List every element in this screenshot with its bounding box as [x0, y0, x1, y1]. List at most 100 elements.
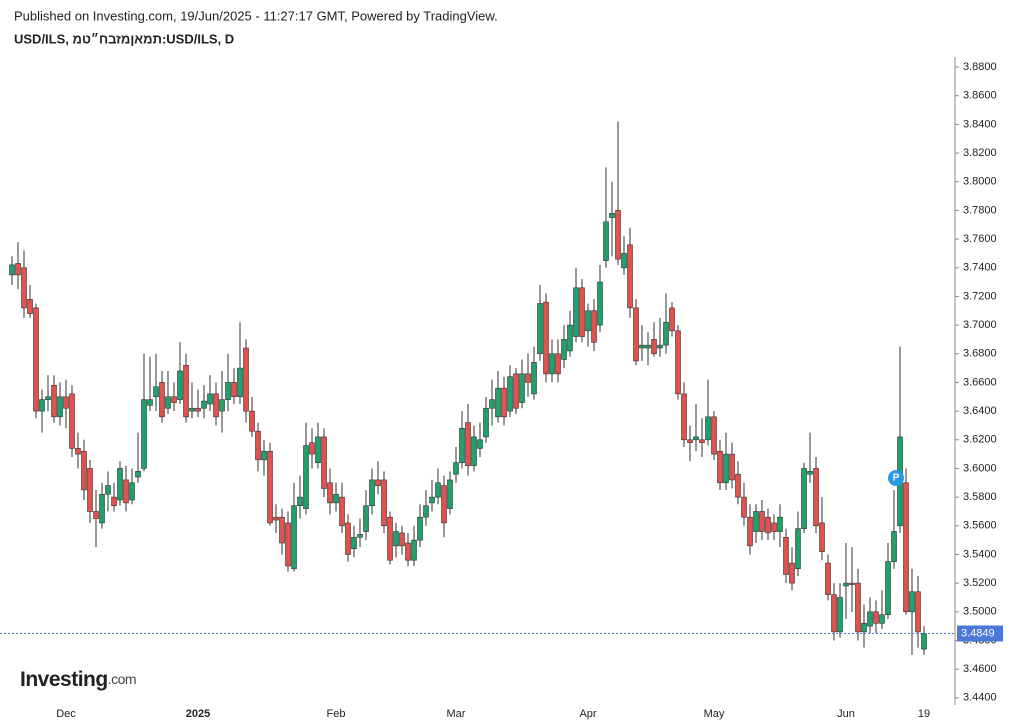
candle-body	[9, 264, 15, 276]
y-tick-label: 3.4400	[963, 692, 997, 704]
candle-body	[831, 594, 837, 633]
logo-text: Investing	[20, 668, 108, 691]
candle-body	[231, 382, 237, 398]
candle-body	[825, 562, 831, 595]
candle-body	[135, 471, 141, 478]
y-tick-label: 3.8200	[963, 147, 997, 159]
candle-body	[885, 561, 891, 615]
candle-body	[807, 471, 813, 475]
candle-body	[333, 493, 339, 504]
candle-body	[441, 485, 447, 524]
x-tick-label: Mar	[447, 708, 466, 720]
candle-body	[909, 591, 915, 613]
candle-body	[111, 496, 117, 507]
y-tick-label: 3.5000	[963, 606, 997, 618]
candle-body	[171, 396, 177, 403]
candle-body	[21, 267, 27, 309]
candle-body	[663, 321, 669, 346]
candle-body	[411, 539, 417, 561]
candle-body	[651, 339, 657, 355]
candle-body	[771, 522, 777, 532]
candle-body	[609, 212, 615, 218]
candle-body	[561, 339, 567, 360]
x-tick-label: 2025	[186, 708, 210, 720]
candle-body	[891, 531, 897, 562]
candle-body	[339, 496, 345, 527]
candle-body	[729, 453, 735, 481]
candle-body	[33, 307, 39, 412]
candle-body	[753, 511, 759, 532]
candle-body	[621, 253, 627, 269]
candle-body	[417, 516, 423, 541]
candle-body	[165, 396, 171, 409]
candle-body	[435, 482, 441, 498]
candle-body	[447, 479, 453, 509]
candle-body	[795, 528, 801, 570]
y-tick-label: 3.6000	[963, 462, 997, 474]
candle-body	[453, 462, 459, 475]
candle-body	[285, 522, 291, 567]
candle-body	[393, 531, 399, 547]
candle-body	[315, 436, 321, 464]
candle-body	[57, 396, 63, 418]
candle-body	[255, 430, 261, 461]
candle-body	[555, 353, 561, 375]
x-tick-label: Feb	[327, 708, 346, 720]
candle-body	[399, 532, 405, 547]
candle-body	[183, 364, 189, 418]
candle-body	[69, 393, 75, 449]
y-tick-label: 3.7600	[963, 233, 997, 245]
candle-body	[741, 496, 747, 518]
candle-body	[93, 511, 99, 519]
y-tick-label: 3.6800	[963, 348, 997, 360]
candle-body	[123, 479, 129, 504]
candle-body	[375, 479, 381, 486]
candle-body	[153, 386, 159, 398]
logo: Investing.com	[20, 668, 136, 691]
candle-body	[669, 307, 675, 332]
candle-body	[717, 450, 723, 484]
candle-body	[693, 436, 699, 441]
candle-body	[291, 505, 297, 570]
candle-body	[645, 344, 651, 349]
candle-body	[309, 442, 315, 455]
candle-body	[345, 522, 351, 555]
candle-body	[861, 622, 867, 633]
candle-body	[381, 479, 387, 527]
candle-body	[423, 505, 429, 518]
candle-body	[657, 344, 663, 349]
candle-body	[879, 614, 885, 624]
annotation-marker	[888, 470, 904, 486]
candle-body	[537, 303, 543, 355]
y-tick-label: 3.6200	[963, 434, 997, 446]
last-price-label: 3.4849	[961, 627, 995, 639]
candle-body	[141, 399, 147, 469]
candle-body	[177, 370, 183, 400]
candle-body	[387, 516, 393, 561]
candle-body	[117, 468, 123, 501]
candle-body	[921, 633, 927, 650]
x-tick-label: May	[704, 708, 725, 720]
candle-body	[15, 263, 21, 276]
candle-body	[519, 373, 525, 403]
candle-body	[507, 376, 513, 412]
candle-body	[267, 450, 273, 524]
y-tick-label: 3.5400	[963, 548, 997, 560]
candle-body	[903, 482, 909, 613]
candle-body	[189, 407, 195, 412]
candle-body	[471, 436, 477, 466]
x-tick-label: Dec	[56, 708, 76, 720]
x-tick-label: Jun	[837, 708, 855, 720]
candle-body	[483, 407, 489, 438]
candle-body	[105, 485, 111, 495]
candle-body	[195, 407, 201, 412]
annotation-label: P	[893, 473, 900, 484]
y-tick-label: 3.7200	[963, 290, 997, 302]
candle-body	[261, 450, 267, 461]
candle-body	[159, 382, 165, 418]
chart-subtitle: USD/ILS, תמאןמזבח״טמ:USD/ILS, D	[14, 31, 234, 46]
candle-body	[843, 582, 849, 587]
candle-body	[627, 244, 633, 309]
candle-body	[243, 347, 249, 412]
candle-body	[777, 516, 783, 532]
